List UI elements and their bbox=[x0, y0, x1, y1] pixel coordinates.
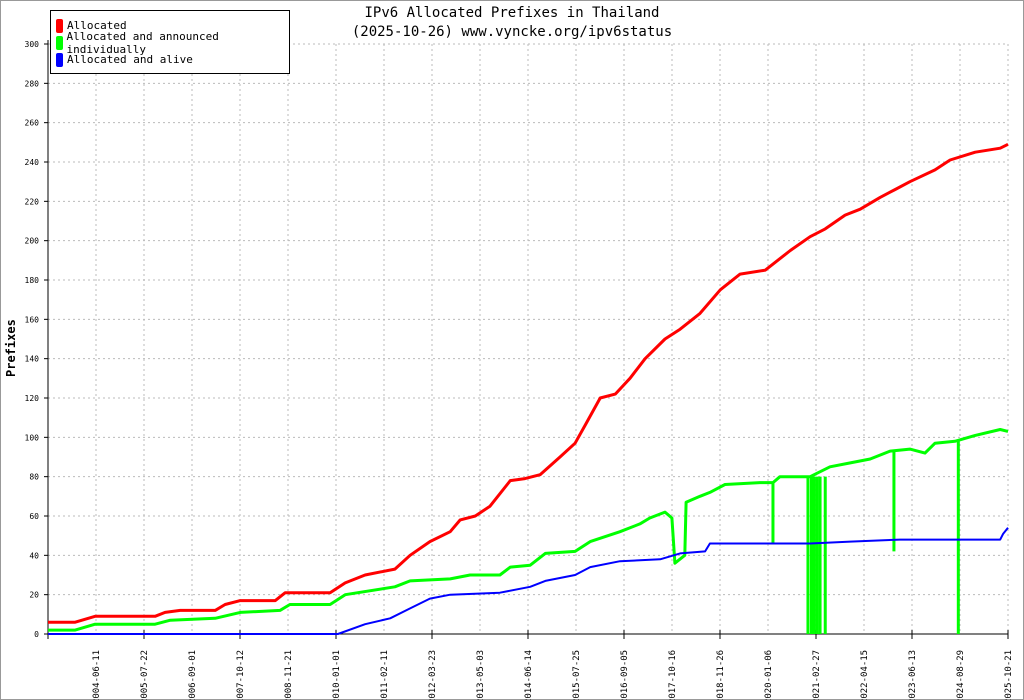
chart-subtitle: (2025-10-26) www.vyncke.org/ipv6status bbox=[351, 24, 673, 40]
x-tick-label: 2017-10-16 bbox=[668, 650, 678, 700]
y-tick-label: 260 bbox=[25, 119, 40, 128]
y-tick-label: 160 bbox=[25, 315, 40, 324]
y-tick-label: 20 bbox=[29, 591, 39, 600]
chart-title: IPv6 Allocated Prefixes in Thailand bbox=[364, 5, 660, 21]
x-tick-label: 2012-03-23 bbox=[428, 650, 438, 700]
legend-swatch-red bbox=[56, 18, 63, 33]
x-tick-label: 2018-11-26 bbox=[716, 650, 726, 700]
x-tick-label: 2013-05-03 bbox=[476, 650, 486, 700]
legend-item-announced: Allocated and announced individually bbox=[56, 30, 289, 56]
legend-label: Allocated bbox=[67, 19, 127, 32]
legend-label: Allocated and announced individually bbox=[66, 29, 219, 56]
x-tick-label: 2025-10-21 bbox=[1004, 650, 1014, 700]
y-tick-label: 100 bbox=[25, 433, 40, 442]
y-tick-label: 200 bbox=[25, 237, 40, 246]
legend-swatch-blue bbox=[56, 52, 63, 67]
y-tick-label: 0 bbox=[34, 630, 39, 639]
y-tick-label: 280 bbox=[25, 79, 40, 88]
y-tick-label: 40 bbox=[29, 551, 39, 560]
x-tick-label: 2010-01-01 bbox=[332, 650, 342, 700]
y-tick-label: 60 bbox=[29, 512, 39, 521]
x-tick-label: 2005-07-22 bbox=[140, 650, 150, 700]
x-tick-label: 2011-02-11 bbox=[380, 650, 390, 700]
x-tick-label: 2016-09-05 bbox=[620, 650, 630, 700]
legend-item-allocated: Allocated bbox=[56, 18, 127, 33]
series-alive-line bbox=[48, 527, 1009, 635]
x-tick-label: 2024-08-29 bbox=[956, 650, 966, 700]
x-tick-label: 2014-06-14 bbox=[524, 650, 534, 700]
x-tick-label: 2020-01-06 bbox=[764, 650, 774, 700]
y-tick-label: 300 bbox=[25, 40, 40, 49]
x-tick-label: 2015-07-25 bbox=[572, 650, 582, 700]
series-allocated-line bbox=[48, 142, 1009, 624]
legend-label: Allocated and alive bbox=[67, 53, 193, 66]
x-tick-label: 2023-06-13 bbox=[908, 650, 918, 700]
legend: Allocated Allocated and announced indivi… bbox=[50, 10, 290, 74]
series-announced-line bbox=[48, 428, 1009, 632]
y-tick-label: 120 bbox=[25, 394, 40, 403]
x-tick-label: 2006-09-01 bbox=[188, 650, 198, 700]
y-tick-label: 180 bbox=[25, 276, 40, 285]
legend-swatch-green bbox=[56, 35, 63, 50]
x-tick-label: 2022-04-15 bbox=[860, 650, 870, 700]
y-axis-label: Prefixes bbox=[4, 319, 18, 377]
x-tick-label: 2008-11-21 bbox=[284, 650, 294, 700]
x-tick-label: 2007-10-12 bbox=[236, 650, 246, 700]
y-tick-label: 80 bbox=[29, 473, 39, 482]
legend-item-alive: Allocated and alive bbox=[56, 52, 193, 67]
y-tick-label: 140 bbox=[25, 355, 40, 364]
y-tick-label: 220 bbox=[25, 197, 40, 206]
x-tick-label: 2004-06-11 bbox=[92, 650, 102, 700]
x-tick-label: 2021-02-27 bbox=[812, 650, 822, 700]
y-tick-label: 240 bbox=[25, 158, 40, 167]
